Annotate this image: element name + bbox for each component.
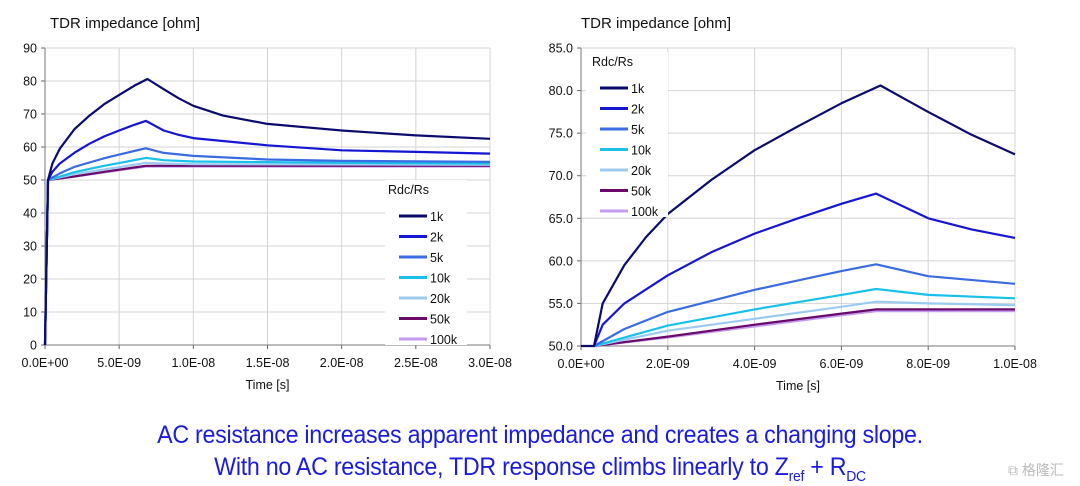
caption-sub: ref: [788, 468, 805, 485]
legend-label: 50k: [631, 185, 652, 199]
legend-label: 2k: [631, 103, 645, 117]
y-tick-label: 60.0: [549, 254, 573, 268]
legend-label: 2k: [430, 231, 444, 245]
x-axis-label: Time [s]: [776, 379, 820, 393]
legend-label: 20k: [430, 292, 451, 306]
y-tick-label: 60: [23, 141, 37, 155]
x-tick-label: 1.0E-08: [171, 356, 215, 370]
series-line-20k: [593, 300, 1016, 348]
legend-label: 50k: [430, 313, 451, 327]
series-line-2k: [43, 119, 491, 346]
legend-label: 1k: [631, 82, 645, 96]
y-tick-label: 65.0: [549, 212, 573, 226]
series-line-1k: [43, 77, 491, 346]
x-tick-label: 2.0E-08: [320, 356, 364, 370]
x-tick-label: 2.0E-09: [646, 357, 690, 371]
series-line-1k: [581, 84, 1016, 348]
y-tick-label: 20: [23, 273, 37, 287]
x-axis-label: Time [s]: [246, 378, 290, 392]
y-tick-label: 70: [23, 108, 37, 122]
x-tick-label: 1.5E-08: [246, 356, 290, 370]
series-line-2k: [592, 192, 1016, 347]
watermark-logo: ⧉ 格隆汇: [1008, 462, 1064, 478]
y-tick-label: 40: [23, 207, 37, 221]
caption-text: + R: [804, 453, 847, 481]
charts: TDR impedance [ohm] 0.0E+00 5.0E-09 1.0E-08…: [22, 15, 1037, 393]
legend-label: 20k: [631, 164, 652, 178]
chart-title: TDR impedance [ohm]: [581, 15, 731, 32]
y-tick-label: 55.0: [549, 297, 573, 311]
y-tick-label: 80: [23, 75, 37, 89]
y-tick-label: 85.0: [549, 42, 573, 56]
legend-label: 10k: [631, 144, 652, 158]
y-tick-label: 30: [23, 240, 37, 254]
y-tick-label: 10: [23, 306, 37, 320]
x-tick-label: 0.0E+00: [558, 357, 605, 371]
series-line-5k: [593, 263, 1016, 347]
y-tick-label: 0: [30, 339, 37, 353]
chart-title: TDR impedance [ohm]: [50, 15, 200, 32]
x-tick-label: 6.0E-09: [820, 357, 864, 371]
y-tick-label: 75.0: [549, 127, 573, 141]
x-tick-label: 5.0E-09: [97, 356, 141, 370]
y-tick-label: 70.0: [549, 169, 573, 183]
y-tick-label: 80.0: [549, 84, 573, 98]
legend-title: Rdc/Rs: [388, 183, 429, 197]
x-tick-label: 2.5E-08: [394, 356, 438, 370]
y-tick-label: 50: [23, 174, 37, 188]
series-line-5k: [43, 147, 491, 346]
x-tick-label: 1.0E-08: [993, 357, 1037, 371]
legend-label: 5k: [430, 251, 444, 265]
x-tick-label: 8.0E-09: [906, 357, 950, 371]
x-tick-label: 3.0E-08: [468, 356, 512, 370]
legend-label: 1k: [430, 210, 444, 224]
x-tick-label: 4.0E-09: [733, 357, 777, 371]
series-line-50k: [593, 308, 1015, 348]
legend-box: [586, 52, 668, 217]
legend-label: 5k: [631, 123, 645, 137]
caption-line-2: With no AC resistance, TDR response clim…: [38, 453, 1042, 485]
series-line-10k: [43, 156, 491, 346]
legend-label: 10k: [430, 272, 451, 286]
y-tick-label: 90: [23, 42, 37, 56]
caption-line-1: AC resistance increases apparent impedan…: [157, 421, 923, 449]
x-tick-label: 0.0E+00: [22, 356, 69, 370]
caption-text: With no AC resistance, TDR response clim…: [214, 453, 789, 481]
series-line-10k: [593, 287, 1016, 348]
legend-label: 100k: [631, 205, 659, 219]
legend-title: Rdc/Rs: [592, 55, 633, 69]
y-tick-label: 50.0: [549, 340, 573, 354]
legend-label: 100k: [430, 333, 458, 347]
caption-sub: DC: [846, 468, 866, 485]
legend-box: [385, 180, 467, 345]
